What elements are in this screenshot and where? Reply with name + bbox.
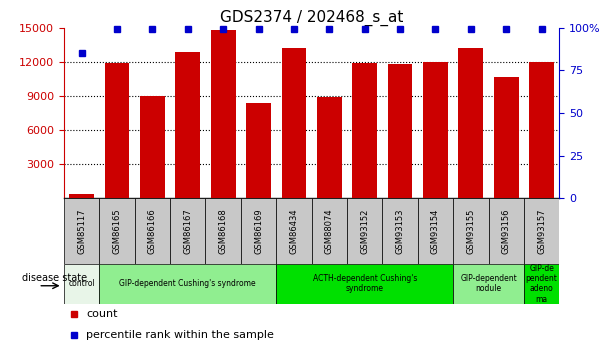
Bar	[246, 103, 271, 198]
Bar	[494, 77, 519, 198]
Bar	[175, 51, 200, 198]
Bar	[458, 48, 483, 198]
Text: GSM86169: GSM86169	[254, 208, 263, 254]
Bar	[170, 198, 206, 264]
Text: GIP-de
pendent
adeno
ma: GIP-de pendent adeno ma	[526, 264, 558, 304]
Text: GSM86167: GSM86167	[183, 208, 192, 254]
Text: percentile rank within the sample: percentile rank within the sample	[86, 330, 274, 339]
Bar	[453, 198, 489, 264]
Bar	[140, 96, 165, 198]
Bar	[276, 264, 453, 304]
Bar	[282, 48, 306, 198]
Title: GDS2374 / 202468_s_at: GDS2374 / 202468_s_at	[220, 10, 403, 26]
Bar	[99, 198, 134, 264]
Text: GIP-dependent
nodule: GIP-dependent nodule	[460, 274, 517, 294]
Text: GSM93152: GSM93152	[360, 208, 369, 254]
Bar	[382, 198, 418, 264]
Text: GSM86434: GSM86434	[289, 208, 299, 254]
Bar	[134, 198, 170, 264]
Bar	[453, 264, 524, 304]
Text: GSM93153: GSM93153	[396, 208, 404, 254]
Text: control: control	[68, 279, 95, 288]
Text: GSM93156: GSM93156	[502, 208, 511, 254]
Text: GSM86166: GSM86166	[148, 208, 157, 254]
Bar	[524, 264, 559, 304]
Text: GSM93157: GSM93157	[537, 208, 546, 254]
Text: GIP-dependent Cushing's syndrome: GIP-dependent Cushing's syndrome	[119, 279, 256, 288]
Bar	[64, 198, 99, 264]
Text: GSM88074: GSM88074	[325, 208, 334, 254]
Bar	[241, 198, 276, 264]
Bar	[317, 97, 342, 198]
Bar	[418, 198, 453, 264]
Bar	[64, 264, 99, 304]
Bar	[524, 198, 559, 264]
Bar	[311, 198, 347, 264]
Bar	[530, 62, 554, 198]
Bar	[352, 63, 377, 198]
Bar	[211, 30, 235, 198]
Text: GSM86165: GSM86165	[112, 208, 122, 254]
Text: GSM86168: GSM86168	[219, 208, 227, 254]
Text: GSM93154: GSM93154	[431, 208, 440, 254]
Text: disease state: disease state	[22, 273, 88, 283]
Text: ACTH-dependent Cushing's
syndrome: ACTH-dependent Cushing's syndrome	[313, 274, 417, 294]
Text: GSM85117: GSM85117	[77, 208, 86, 254]
Bar	[69, 194, 94, 198]
Bar	[206, 198, 241, 264]
Bar	[99, 264, 276, 304]
Bar	[388, 64, 412, 198]
Bar	[276, 198, 311, 264]
Text: GSM93155: GSM93155	[466, 208, 475, 254]
Bar	[105, 63, 130, 198]
Text: count: count	[86, 309, 117, 319]
Bar	[347, 198, 382, 264]
Bar	[489, 198, 524, 264]
Bar	[423, 62, 448, 198]
